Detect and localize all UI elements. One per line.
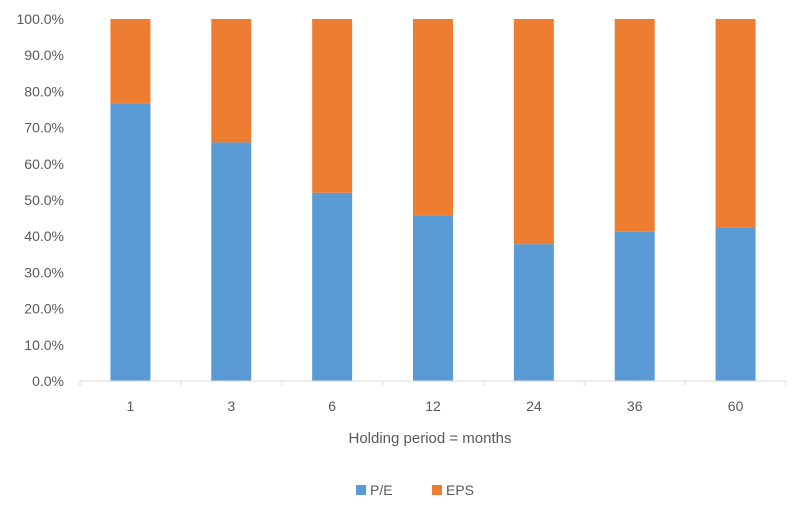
bar-eps-12 [413,19,453,216]
x-tick-label: 24 [526,398,542,414]
y-tick-label: 0.0% [32,373,64,389]
y-tick-label: 30.0% [24,264,64,280]
bar-eps-24 [513,19,554,245]
y-tick-label: 50.0% [24,192,64,208]
bar-pe-3 [211,142,252,381]
x-axis-title: Holding period = months [348,430,511,447]
y-tick-label: 40.0% [24,228,64,244]
x-axis-ticks: 1 3 6 12 24 36 60 [79,381,787,414]
y-tick-label: 100.0% [17,11,64,27]
bar-pe-36 [614,231,655,381]
legend-label: P/E [370,482,393,498]
bar-eps-36 [614,19,655,232]
y-tick-label: 80.0% [24,83,64,99]
bar-eps-60 [715,19,756,228]
bar-eps-6 [312,19,353,193]
bar-pe-6 [312,192,353,381]
y-tick-label: 10.0% [24,337,64,353]
bar-eps-1 [110,19,151,104]
legend-swatch-pe [356,485,366,495]
y-tick-label: 70.0% [24,120,64,136]
bar-pe-60 [715,227,756,381]
y-axis-ticks: 0.0% 10.0% 20.0% 30.0% 40.0% 50.0% 60.0% 70.0% 8… [17,11,64,389]
x-tick-label: 60 [728,398,744,414]
legend-label: EPS [446,482,474,498]
x-tick-label: 3 [227,398,235,414]
x-tick-label: 1 [127,398,135,414]
y-tick-label: 20.0% [24,301,64,317]
x-tick-label: 36 [627,398,643,414]
bars [110,19,756,381]
y-tick-label: 60.0% [24,156,64,172]
x-tick-label: 12 [425,398,441,414]
legend-swatch-eps [432,485,442,495]
bar-pe-12 [413,215,453,381]
x-tick-label: 6 [328,398,336,414]
bar-eps-3 [211,19,252,143]
bar-pe-1 [110,103,151,381]
legend: P/E EPS [356,482,474,498]
y-tick-label: 90.0% [24,47,64,63]
bar-pe-24 [513,244,554,381]
